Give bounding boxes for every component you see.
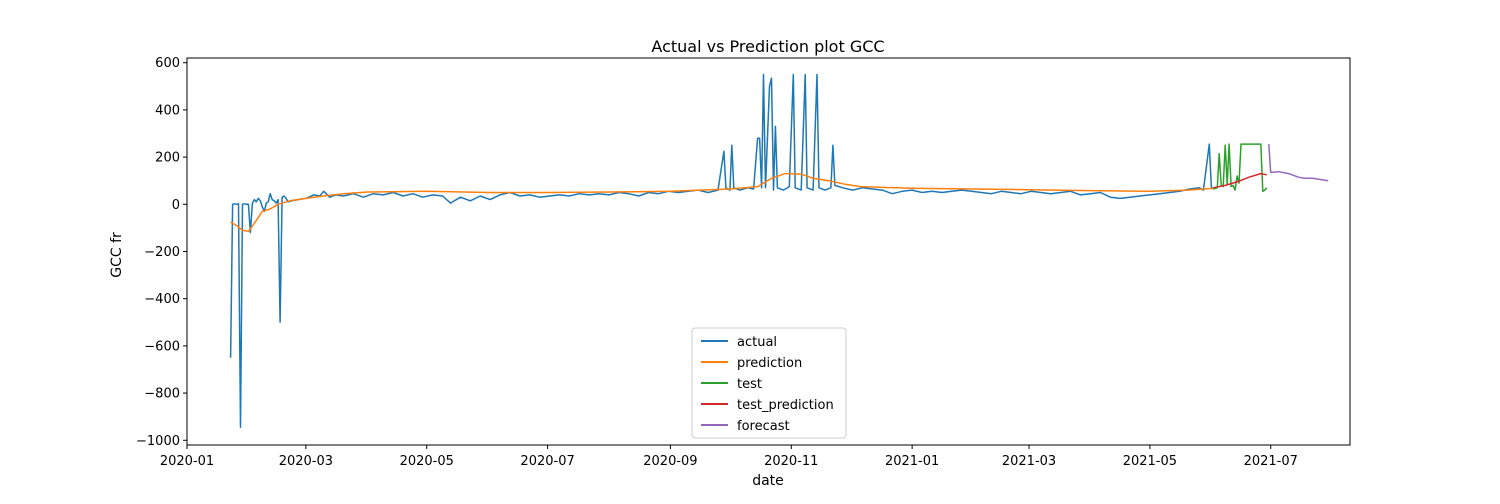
y-tick-label: −200 (144, 245, 180, 260)
y-tick-label: −600 (144, 339, 180, 354)
legend-label: forecast (737, 419, 790, 434)
series-line-actual (229, 73, 1214, 429)
x-tick-label: 2020-05 (400, 454, 454, 469)
series-line-forecast (1268, 144, 1329, 182)
x-tick-label: 2021-07 (1244, 454, 1298, 469)
legend: actual prediction test test_predictionforec… (691, 327, 847, 439)
y-tick-label: 0 (172, 198, 180, 213)
x-tick-label: 2021-05 (1123, 454, 1177, 469)
series-line-prediction (230, 172, 1214, 233)
x-tick-label: 2021-03 (1002, 454, 1056, 469)
x-tick-label: 2020-03 (279, 454, 333, 469)
y-tick-label: 200 (155, 151, 180, 166)
x-tick-label: 2020-07 (520, 454, 574, 469)
series-line-test (1213, 143, 1268, 193)
x-tick-label: 2021-01 (885, 454, 939, 469)
legend-label: actual (737, 335, 777, 350)
legend-label: prediction (737, 356, 802, 371)
y-tick-label: 400 (155, 103, 180, 118)
x-tick-label: 2020-09 (643, 454, 697, 469)
x-tick-label: 2020-01 (160, 454, 214, 469)
legend-label: test (737, 377, 762, 392)
series-line-test-prediction (1213, 172, 1267, 189)
legend-label: test_prediction (737, 398, 834, 413)
y-tick-label: −1000 (136, 434, 180, 449)
legend-box (691, 327, 847, 439)
plot-area: 2020-01 2020-03 2020-05 2020-07 2020-09 2020-… (136, 56, 1351, 469)
y-axis-label: GCC fr (109, 232, 125, 278)
y-tick-label: −400 (144, 292, 180, 307)
chart-title: Actual vs Prediction plot GCC (651, 37, 884, 56)
y-tick-label: −800 (144, 387, 180, 402)
x-axis-label: date (752, 473, 784, 489)
x-tick-label: 2020-11 (764, 454, 818, 469)
y-tick-label: 600 (155, 56, 180, 71)
